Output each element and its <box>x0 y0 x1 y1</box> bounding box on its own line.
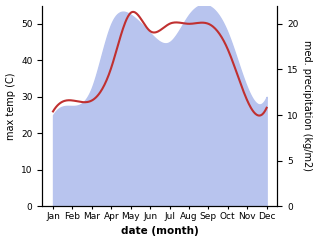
Y-axis label: max temp (C): max temp (C) <box>5 72 16 140</box>
Y-axis label: med. precipitation (kg/m2): med. precipitation (kg/m2) <box>302 40 313 171</box>
X-axis label: date (month): date (month) <box>121 227 199 236</box>
